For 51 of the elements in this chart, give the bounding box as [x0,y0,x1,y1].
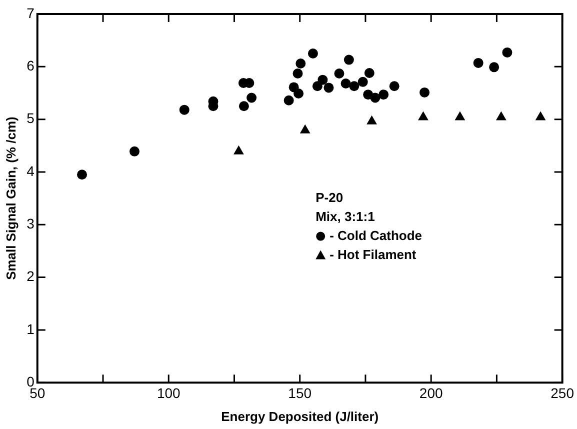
point [246,92,257,103]
point [364,68,374,78]
y-tick-label: 2 [26,268,35,284]
point [378,90,389,100]
y-tick-label: 5 [26,110,35,126]
point [179,104,190,115]
x-tick-label: 150 [288,384,312,401]
y-tick-label: 3 [26,215,35,232]
y-tick-label: 6 [26,58,35,74]
annotation: Mix, 3:1:1 [316,208,375,224]
point [418,111,428,120]
point [324,82,334,93]
point [366,115,377,124]
point [344,54,354,65]
point [502,47,512,58]
point [389,81,400,92]
legend-label: - Cold Cathode [330,228,422,243]
point [296,58,306,68]
point [420,87,430,98]
y-tick-label: 7 [26,4,35,21]
point [77,170,88,180]
point [234,145,244,154]
legend-label: - Hot Filament [330,246,417,262]
point [358,76,368,87]
point [496,111,506,120]
point [292,68,303,79]
point [334,68,344,79]
y-axis-title: Small Signal Gain, (% /cm) [3,116,18,280]
point [489,62,500,72]
point [318,74,328,85]
legend-title: P-20 [316,190,344,205]
point [284,95,294,106]
point [340,78,351,89]
point [130,146,140,156]
point [454,111,466,120]
x-tick-label: 250 [550,384,574,401]
y-tick-label: 0 [26,373,35,390]
point [300,124,310,134]
point [312,81,322,92]
point [535,111,546,120]
x-axis-title: Energy Deposited (J/liter) [221,408,379,424]
point [294,88,304,99]
y-tick-label: 4 [26,162,35,179]
point [473,58,484,68]
point [370,92,380,103]
point [238,101,249,112]
point [349,81,360,92]
x-tick-label: 100 [156,384,181,401]
y-tick-label: 1 [26,320,35,337]
x-tick-label: 200 [419,384,443,401]
point [308,48,318,58]
